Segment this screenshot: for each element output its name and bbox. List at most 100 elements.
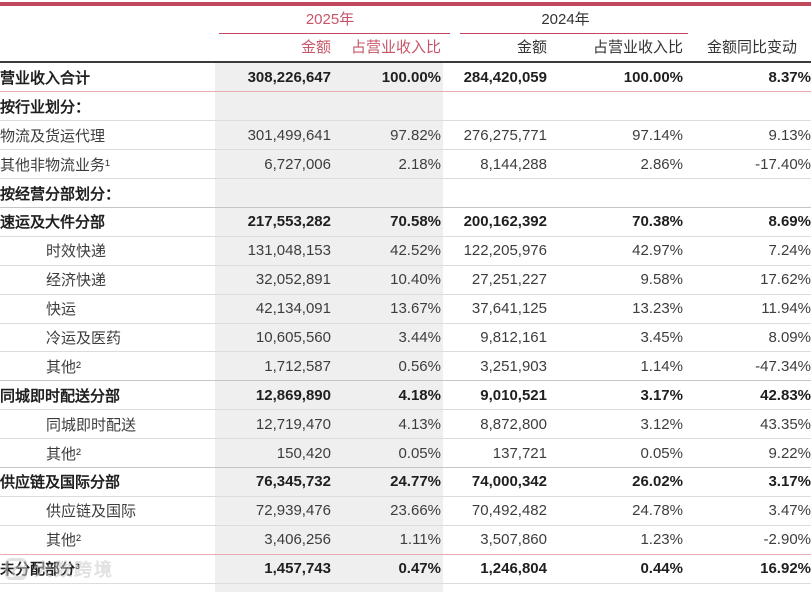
cell-amount-2025: 3,406,256 [264, 531, 331, 549]
cell-yoy-change: 43.35% [760, 415, 811, 433]
row-label: 速运及大件分部 [0, 214, 106, 232]
cell-amount-2024: 276,275,771 [463, 126, 547, 144]
cell-pct-2025: 10.40% [390, 271, 441, 289]
table-row-1: 按行业划分： [0, 92, 811, 121]
row-label: 未分配部分³ [0, 561, 80, 579]
year-2025-underline [219, 33, 450, 34]
cell-amount-2024: 284,420,059 [463, 68, 547, 86]
cell-amount-2024: 27,251,227 [471, 271, 547, 289]
cell-pct-2025: 100.00% [381, 68, 441, 86]
cell-amount-2024 [441, 179, 547, 208]
cell-pct-2024: 97.14% [632, 126, 683, 144]
table-row-7: 经济快递 32,052,891 10.40% 27,251,227 9.58% … [0, 265, 811, 295]
table-row-15: 供应链及国际 72,939,476 23.66% 70,492,482 24.7… [0, 496, 811, 526]
cell-amount-2024: 9,812,161 [480, 328, 547, 346]
cell-amount-2025: 12,869,890 [255, 386, 331, 404]
cell-pct-2025: 13.67% [390, 300, 441, 318]
cell-pct-2024: 3.12% [640, 415, 683, 433]
table-row-14: 供应链及国际分部 76,345,732 24.77% 74,000,342 26… [0, 467, 811, 497]
cell-pct-2024: 2.86% [640, 155, 683, 173]
cell-pct-2025: 0.56% [398, 357, 441, 375]
table-row-17: 未分配部分³ 1,457,743 0.47% 1,246,804 0.44% 1… [0, 554, 811, 584]
cell-amount-2025: 1,712,587 [264, 357, 331, 375]
table-row-4: 按经营分部划分： [0, 179, 811, 208]
cell-pct-2025: 97.82% [390, 126, 441, 144]
cell-pct-2024 [547, 92, 683, 121]
cell-yoy-change: 7.24% [768, 242, 811, 260]
table-top-border [0, 2, 811, 6]
row-label: 其他² [46, 358, 81, 376]
cell-pct-2025: 42.52% [390, 242, 441, 260]
cell-amount-2025: 308,226,647 [247, 68, 331, 86]
row-label: 供应链及国际分部 [0, 474, 121, 492]
cell-amount-2025: 32,052,891 [255, 271, 331, 289]
cell-pct-2024: 24.78% [632, 502, 683, 520]
column-header-pct-2024: 占营业收入比 [592, 39, 683, 56]
cell-amount-2025: 6,727,006 [264, 155, 331, 173]
cell-yoy-change [683, 92, 811, 121]
cell-amount-2024: 8,872,800 [480, 415, 547, 433]
cell-yoy-change: 3.17% [768, 473, 811, 491]
cell-yoy-change: -17.40% [755, 155, 811, 173]
cell-pct-2024: 1.14% [640, 357, 683, 375]
cell-pct-2024: 42.97% [632, 242, 683, 260]
cell-yoy-change: 17.62% [760, 271, 811, 289]
row-label: 冷运及医药 [46, 329, 122, 347]
row-label: 供应链及国际 [46, 503, 137, 521]
row-label: 按行业划分： [0, 98, 91, 116]
cell-yoy-change: -2.90% [763, 531, 811, 549]
cell-amount-2025 [215, 179, 331, 208]
row-label: 同城即时配送 [46, 416, 137, 434]
cell-pct-2025: 0.47% [398, 560, 441, 578]
cell-yoy-change [683, 179, 811, 208]
cell-amount-2024: 9,010,521 [480, 386, 547, 404]
cell-pct-2024: 0.05% [640, 444, 683, 462]
cell-amount-2025: 217,553,282 [247, 213, 331, 231]
table-row-13: 其他² 150,420 0.05% 137,721 0.05% 9.22% [0, 439, 811, 468]
cell-amount-2024: 200,162,392 [463, 213, 547, 231]
cell-pct-2025: 23.66% [390, 502, 441, 520]
cell-amount-2024: 74,000,342 [471, 473, 547, 491]
cell-pct-2024: 3.17% [640, 386, 683, 404]
table-row-9: 冷运及医药 10,605,560 3.44% 9,812,161 3.45% 8… [0, 323, 811, 352]
cell-pct-2024: 9.58% [640, 271, 683, 289]
row-label: 物流及货运代理 [0, 127, 106, 145]
row-label: 其他非物流业务¹ [0, 156, 110, 174]
cell-yoy-change: 9.22% [768, 444, 811, 462]
cell-amount-2024: 8,144,288 [480, 155, 547, 173]
cell-pct-2024: 0.44% [640, 560, 683, 578]
table-row-5: 速运及大件分部 217,553,282 70.58% 200,162,392 7… [0, 207, 811, 237]
cell-pct-2025: 2.18% [398, 155, 441, 173]
column-header-amount-2025: 金额 [300, 39, 331, 56]
cell-pct-2025: 70.58% [390, 213, 441, 231]
column-header-amount-2024: 金额 [516, 39, 547, 56]
cell-yoy-change: 8.69% [768, 213, 811, 231]
cell-amount-2025: 131,048,153 [247, 242, 331, 260]
year-group-2024: 2024年 [541, 11, 590, 28]
cell-amount-2025: 72,939,476 [255, 502, 331, 520]
table-row-3: 其他非物流业务¹ 6,727,006 2.18% 8,144,288 2.86%… [0, 150, 811, 179]
table-row-0: 营业收入合计 308,226,647 100.00% 284,420,059 1… [0, 63, 811, 92]
cell-pct-2024: 3.45% [640, 328, 683, 346]
cell-amount-2025: 76,345,732 [255, 473, 331, 491]
cell-amount-2024: 1,246,804 [480, 560, 547, 578]
row-label: 其他² [46, 445, 81, 463]
cell-pct-2024: 26.02% [632, 473, 683, 491]
row-label: 其他² [46, 532, 81, 550]
cell-amount-2025 [215, 92, 331, 121]
table-row-8: 快运 42,134,091 13.67% 37,641,125 13.23% 1… [0, 294, 811, 324]
cell-pct-2025: 1.11% [399, 531, 441, 549]
cell-amount-2024: 3,507,860 [480, 531, 547, 549]
year-group-2025: 2025年 [305, 11, 355, 28]
cell-amount-2024: 3,251,903 [480, 357, 547, 375]
cell-yoy-change: 8.09% [768, 328, 811, 346]
cell-amount-2024: 70,492,482 [471, 502, 547, 520]
cell-amount-2024: 122,205,976 [463, 242, 547, 260]
cell-pct-2024: 70.38% [632, 213, 683, 231]
year-2024-underline [460, 33, 688, 34]
cell-pct-2025: 4.13% [398, 415, 441, 433]
cell-pct-2025: 4.18% [398, 386, 441, 404]
table-row-16: 其他² 3,406,256 1.11% 3,507,860 1.23% -2.9… [0, 525, 811, 555]
cell-yoy-change: 8.37% [768, 68, 811, 86]
